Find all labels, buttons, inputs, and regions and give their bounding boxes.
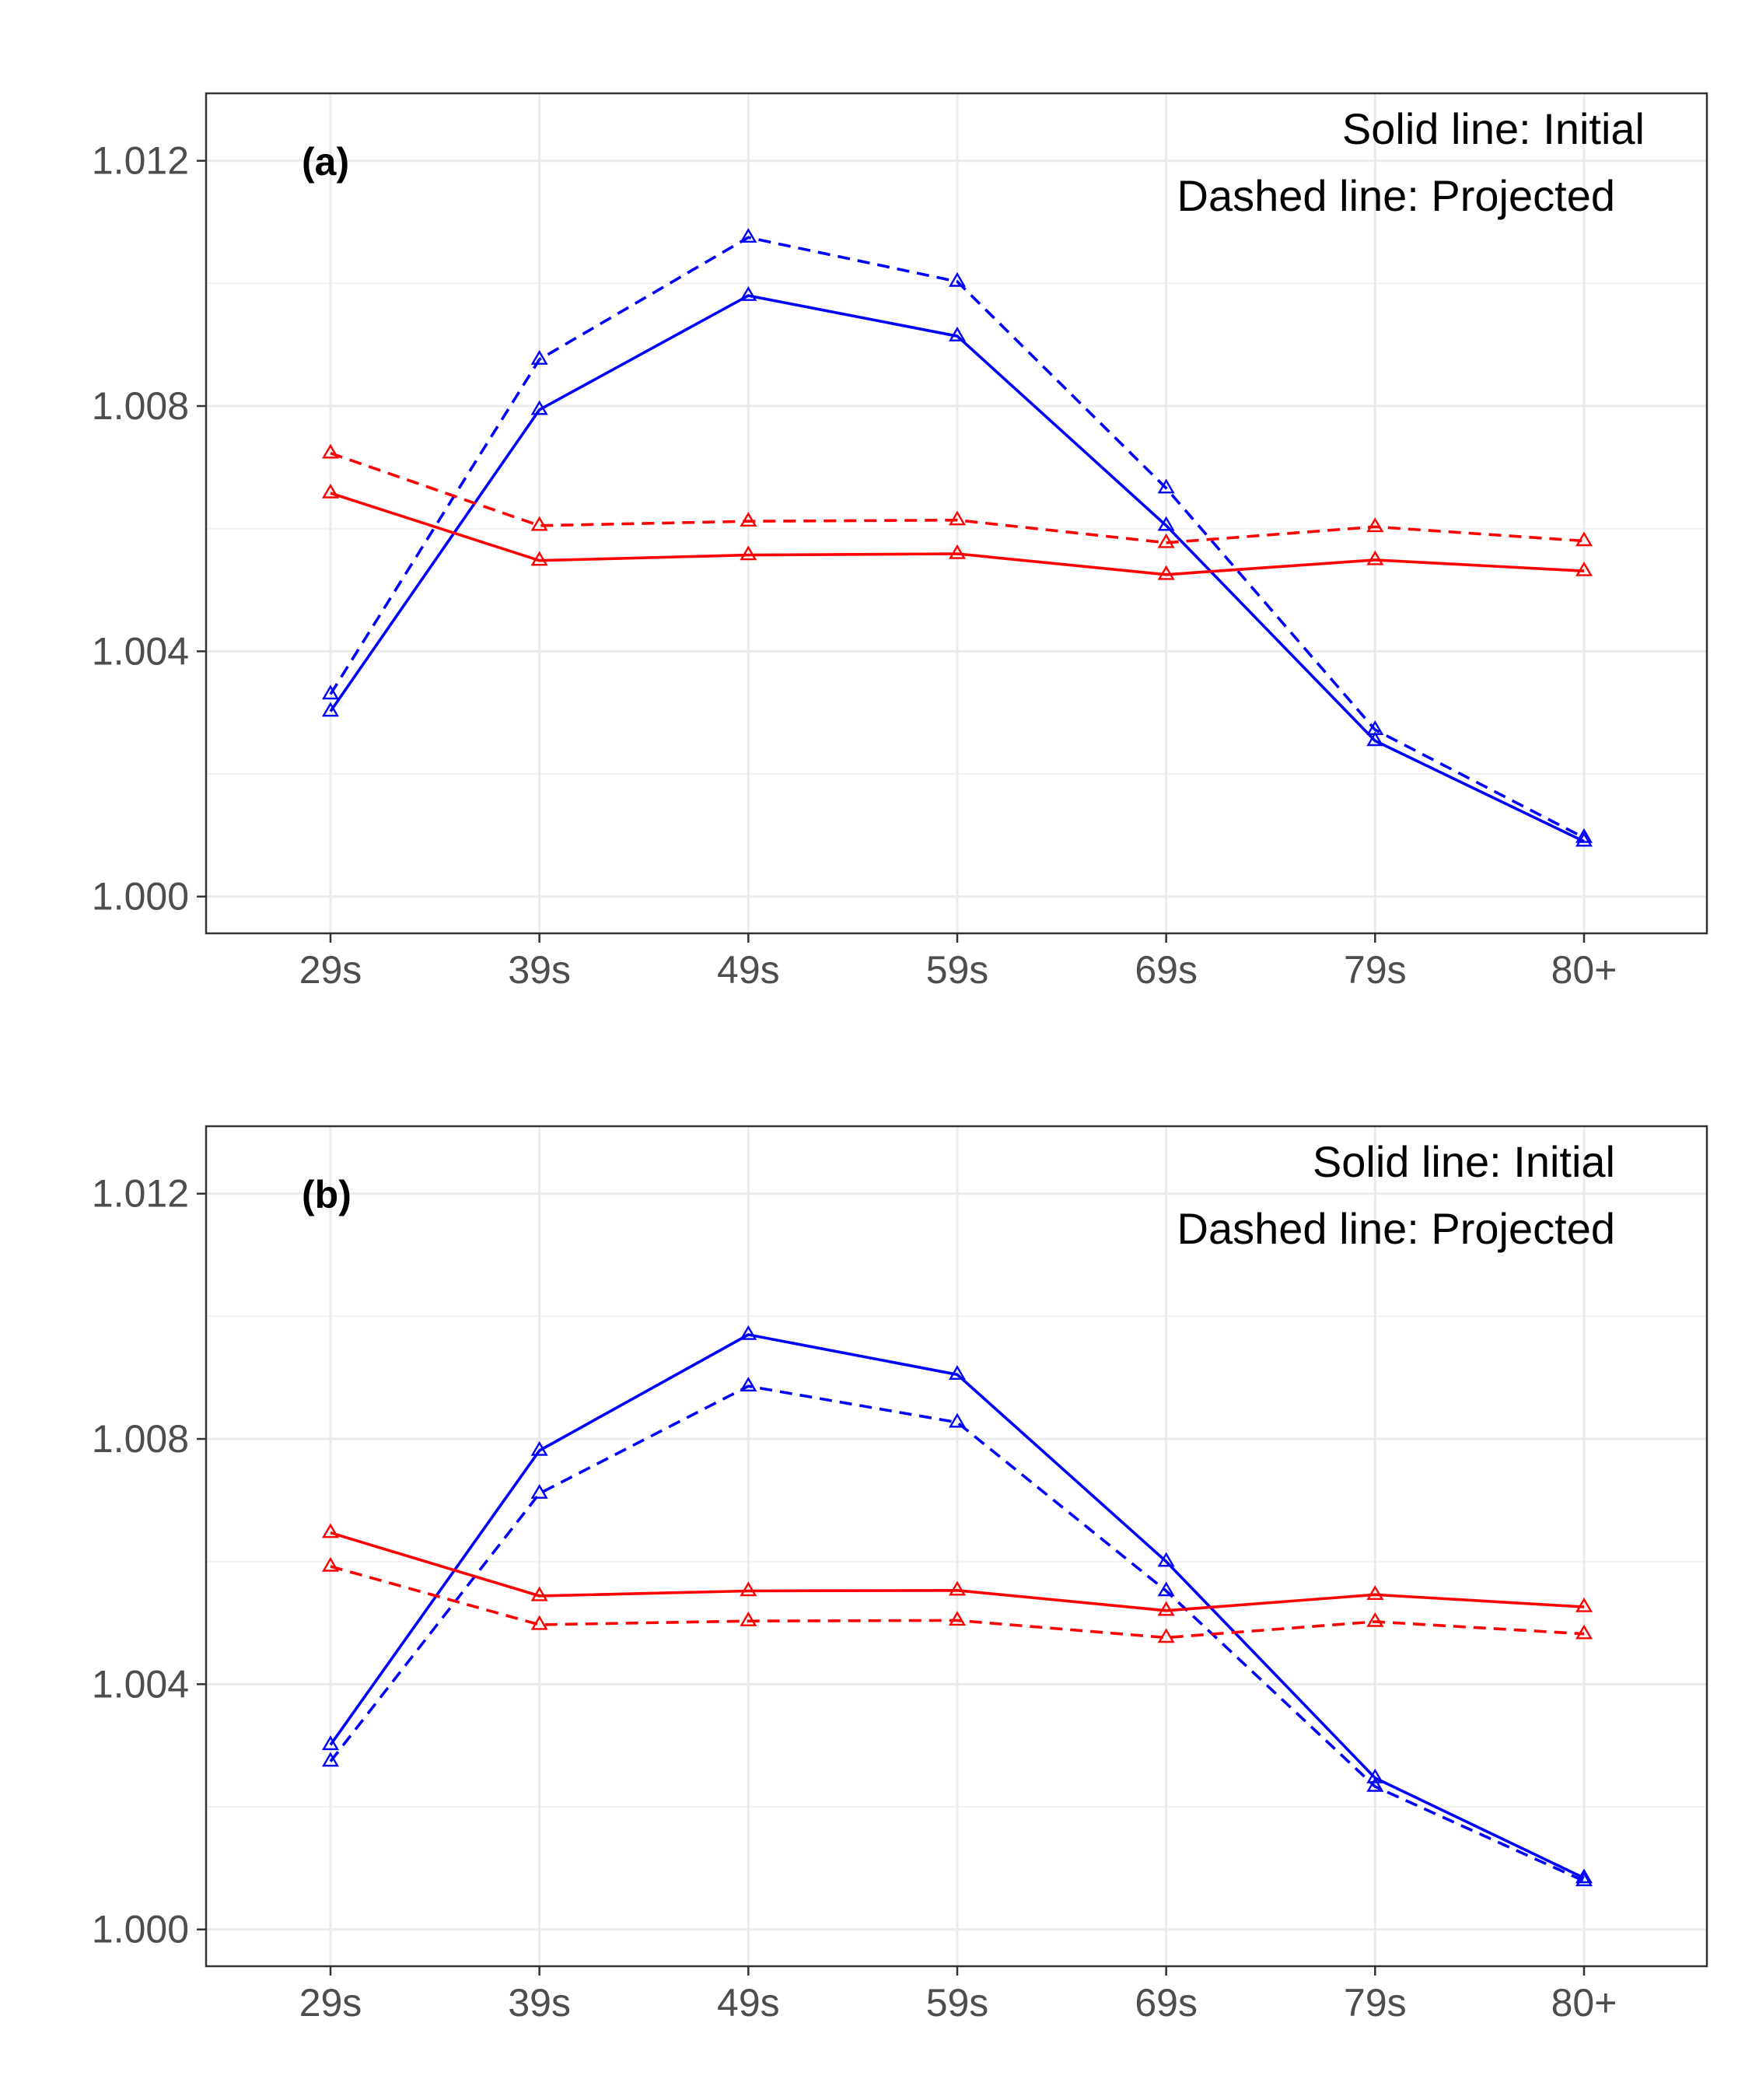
- panel-border: [205, 92, 1708, 935]
- x-tick-label: 69s: [1135, 1981, 1198, 2025]
- y-tick-label: 1.012: [92, 1172, 189, 1216]
- series-line-dashed-blue: [329, 1384, 1585, 1883]
- line-style-annotation: Dashed line: Projected: [1177, 1204, 1615, 1253]
- data-point-marker: [322, 483, 339, 499]
- data-point-marker: [1575, 531, 1593, 547]
- data-point-marker: [1157, 1601, 1175, 1616]
- line-style-annotation: Dashed line: Projected: [1177, 171, 1615, 220]
- data-point-marker: [949, 544, 966, 559]
- chart-panel: 1.000 1.004 1.008 1.012 29s 39s 49s 59s 69s 79s 80…: [92, 1125, 1708, 2025]
- y-tick-label: 1.008: [92, 1417, 189, 1461]
- data-point-marker: [322, 1523, 339, 1538]
- data-point-marker: [1575, 828, 1593, 843]
- x-tick-label: 29s: [299, 948, 362, 992]
- series-line-dashed-red: [330, 451, 1585, 544]
- data-point-marker: [1157, 1581, 1175, 1597]
- x-tick-label: 29s: [299, 1981, 362, 2025]
- x-tick-label: 49s: [717, 948, 780, 992]
- data-point-marker: [1575, 561, 1593, 576]
- chart-panel: 1.000 1.004 1.008 1.012 29s 39s 49s 59s 69s 79s 80…: [92, 92, 1708, 992]
- data-point-marker: [949, 1611, 966, 1626]
- x-tick-label: 59s: [926, 1981, 989, 2025]
- data-point-marker: [530, 1586, 548, 1601]
- series-line-dashed-red: [330, 1565, 1585, 1640]
- data-point-marker: [1157, 478, 1175, 494]
- panel-label: (a): [302, 140, 349, 184]
- data-point-marker: [949, 1580, 966, 1596]
- data-point-marker: [530, 1484, 548, 1499]
- series-line-solid-red: [330, 1531, 1585, 1612]
- series-line-solid-red: [330, 492, 1585, 576]
- y-tick-label: 1.000: [92, 1908, 189, 1951]
- data-point-marker: [1366, 1612, 1384, 1627]
- data-point-marker: [1366, 1776, 1384, 1792]
- data-point-marker: [322, 702, 339, 717]
- data-point-marker: [740, 545, 757, 561]
- y-tick-label: 1.004: [92, 629, 189, 673]
- data-point-marker: [530, 516, 548, 531]
- data-point-marker: [740, 286, 757, 301]
- data-point-marker: [740, 1377, 757, 1392]
- data-point-marker: [949, 327, 966, 341]
- x-tick-label: 39s: [508, 948, 571, 992]
- data-point-marker: [949, 1365, 966, 1381]
- data-point-marker: [740, 1325, 757, 1340]
- x-tick-label: 79s: [1344, 948, 1407, 992]
- y-tick-label: 1.008: [92, 384, 189, 428]
- data-point-marker: [1575, 1871, 1593, 1887]
- x-tick-label: 79s: [1344, 1981, 1407, 2025]
- x-tick-label: 49s: [717, 1981, 780, 2025]
- series-line-solid-blue: [329, 294, 1585, 843]
- data-point-marker: [1157, 565, 1175, 580]
- panel-label: (b): [302, 1173, 351, 1216]
- data-point-marker: [949, 271, 966, 287]
- data-point-marker: [949, 510, 966, 526]
- data-point-marker: [1575, 1868, 1593, 1884]
- x-tick-label: 69s: [1135, 948, 1198, 992]
- data-point-marker: [1366, 517, 1384, 533]
- x-tick-label: 80+: [1551, 948, 1617, 992]
- data-point-marker: [322, 1556, 339, 1572]
- data-point-marker: [530, 350, 548, 365]
- data-point-marker: [740, 1612, 757, 1626]
- x-tick-label: 39s: [508, 1981, 571, 2025]
- x-tick-label: 59s: [926, 948, 989, 992]
- data-point-marker: [322, 684, 339, 700]
- data-point-marker: [740, 512, 757, 527]
- data-point-marker: [322, 1752, 339, 1767]
- data-point-marker: [740, 228, 757, 243]
- data-point-marker: [530, 400, 548, 415]
- panel-border: [205, 1125, 1708, 1968]
- data-point-marker: [1157, 533, 1175, 548]
- x-tick-label: 80+: [1551, 1981, 1617, 2025]
- data-point-marker: [1157, 516, 1175, 531]
- data-point-marker: [1157, 1552, 1175, 1567]
- data-point-marker: [322, 443, 339, 459]
- data-point-marker: [1575, 831, 1593, 847]
- data-point-marker: [1575, 1624, 1593, 1640]
- data-point-marker: [322, 1735, 339, 1751]
- data-point-marker: [740, 1581, 757, 1597]
- data-point-marker: [530, 551, 548, 566]
- data-point-marker: [949, 1412, 966, 1428]
- data-point-marker: [1366, 731, 1384, 747]
- data-point-marker: [1366, 1768, 1384, 1783]
- y-tick-label: 1.004: [92, 1662, 189, 1706]
- data-point-marker: [530, 1615, 548, 1630]
- data-point-marker: [1366, 1585, 1384, 1601]
- line-style-annotation: Solid line: Initial: [1313, 1137, 1615, 1186]
- data-point-marker: [1366, 550, 1384, 565]
- y-tick-label: 1.012: [92, 139, 189, 183]
- data-point-marker: [1575, 1597, 1593, 1612]
- data-point-marker: [530, 1440, 548, 1456]
- data-point-marker: [1157, 1628, 1175, 1643]
- series-line-dashed-blue: [329, 236, 1585, 839]
- line-style-annotation: Solid line: Initial: [1342, 104, 1645, 153]
- y-tick-label: 1.000: [92, 875, 189, 919]
- data-point-marker: [1366, 720, 1384, 735]
